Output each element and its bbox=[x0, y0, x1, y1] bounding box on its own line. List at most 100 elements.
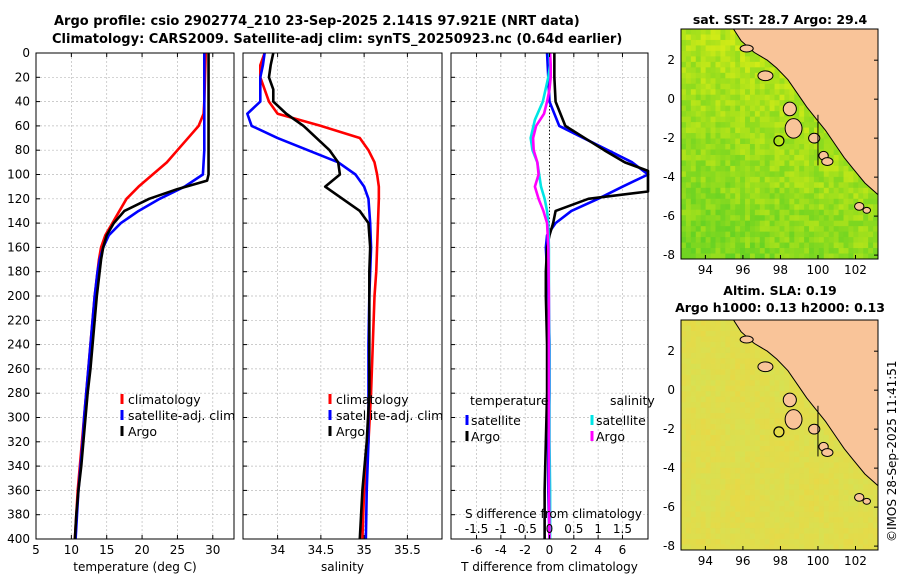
y-tick-label: 320 bbox=[7, 435, 30, 449]
legend-title: salinity bbox=[610, 393, 655, 408]
map-y-tick-label: -2 bbox=[663, 422, 675, 436]
series-argo bbox=[267, 52, 372, 540]
island bbox=[739, 44, 754, 53]
map-y-tick-label: 0 bbox=[667, 92, 675, 106]
map-x-tick-label: 94 bbox=[698, 263, 713, 277]
x-tick-label: 6 bbox=[619, 543, 627, 557]
y-tick-label: 120 bbox=[7, 192, 30, 206]
legend-label: climatology bbox=[128, 392, 201, 407]
x-tick-label: 35.5 bbox=[394, 543, 421, 557]
map-y-tick-label: -6 bbox=[663, 209, 675, 223]
island bbox=[757, 361, 774, 373]
y-tick-label: 100 bbox=[7, 168, 30, 182]
island bbox=[821, 448, 834, 457]
legend-title: temperature bbox=[470, 393, 549, 408]
x-tick-label: 30 bbox=[205, 543, 220, 557]
map-y-tick-label: -2 bbox=[663, 131, 675, 145]
title-line-2: Climatology: CARS2009. Satellite-adj cli… bbox=[52, 32, 623, 47]
y-tick-label: 60 bbox=[15, 119, 30, 133]
island bbox=[854, 201, 865, 211]
panel-difference: -6 -4 -2 0 2 4 6 T difference from climatology bbox=[450, 52, 650, 574]
x-tick-label: 15 bbox=[99, 543, 114, 557]
y-tick-label: 140 bbox=[7, 216, 30, 230]
x2-tick-label: -0.5 bbox=[513, 522, 536, 536]
map-x-tick-label: 102 bbox=[844, 263, 867, 277]
x2-tick-label: 1 bbox=[594, 522, 602, 536]
island bbox=[782, 392, 797, 408]
y-tick-label: 20 bbox=[15, 70, 30, 84]
y-tick-label: 340 bbox=[7, 459, 30, 473]
sst-map-title: sat. SST: 28.7 Argo: 29.4 bbox=[693, 12, 868, 27]
legend-label: Argo bbox=[471, 429, 500, 444]
island bbox=[782, 101, 797, 117]
map-x-tick-label: 100 bbox=[807, 263, 830, 277]
legend-label: Argo bbox=[336, 424, 365, 439]
sla-map-subtitle: Argo h1000: 0.13 h2000: 0.13 bbox=[675, 300, 885, 315]
map-x-tick-label: 98 bbox=[773, 554, 788, 568]
island bbox=[757, 70, 774, 82]
panel-salinity: 34 34.5 35 35.5 salinity bbox=[242, 52, 443, 574]
x-tick-label: 2 bbox=[570, 543, 578, 557]
y-tick-label: 400 bbox=[7, 532, 30, 546]
legend-label: satellite-adj. clim bbox=[336, 408, 443, 423]
x-tick-label: -2 bbox=[519, 543, 531, 557]
legend-label: satellite bbox=[596, 413, 646, 428]
map-y-tick-label: -6 bbox=[663, 500, 675, 514]
x-tick-label: 20 bbox=[134, 543, 149, 557]
x2-tick-label: -1.5 bbox=[465, 522, 488, 536]
map-y-tick-label: 2 bbox=[667, 53, 675, 67]
series-temperature-argo bbox=[543, 53, 650, 539]
land-sumatra bbox=[732, 320, 878, 487]
panel-temperature: 5 10 15 20 25 3002040608010012014016018020022… bbox=[7, 46, 235, 574]
x-tick-label: 25 bbox=[170, 543, 185, 557]
map-y-tick-label: 2 bbox=[667, 344, 675, 358]
x-tick-label: 34.5 bbox=[308, 543, 335, 557]
y-tick-label: 200 bbox=[7, 289, 30, 303]
y-tick-label: 300 bbox=[7, 411, 30, 425]
x-tick-label: 34 bbox=[270, 543, 285, 557]
map-x-tick-label: 94 bbox=[698, 554, 713, 568]
x2-tick-label: -1 bbox=[495, 522, 507, 536]
map-y-tick-label: -8 bbox=[663, 248, 675, 262]
island bbox=[862, 206, 871, 214]
imos-credit: ©IMOS 28-Sep-2025 11:41:51 bbox=[885, 360, 899, 542]
legend-difference: temperature salinitysatelliteArgosatellit… bbox=[465, 393, 656, 536]
x-tick-label: 0 bbox=[546, 543, 554, 557]
x-axis-label: salinity bbox=[321, 560, 364, 574]
legend-label: climatology bbox=[336, 392, 409, 407]
y-tick-label: 160 bbox=[7, 240, 30, 254]
y-tick-label: 240 bbox=[7, 338, 30, 352]
argo-float-marker bbox=[773, 135, 785, 147]
sla-map-title: Altim. SLA: 0.19 bbox=[723, 283, 836, 298]
x-axis-label: temperature (deg C) bbox=[73, 560, 196, 574]
island bbox=[854, 492, 865, 502]
map-y-tick-label: -4 bbox=[663, 170, 675, 184]
x2-tick-label: 0.5 bbox=[564, 522, 583, 536]
island bbox=[784, 118, 803, 139]
x-axis-label-2: S difference from climatology bbox=[465, 507, 642, 521]
island bbox=[739, 335, 754, 344]
legend-label: satellite-adj. clim bbox=[128, 408, 235, 423]
y-tick-label: 380 bbox=[7, 508, 30, 522]
x-tick-label: 5 bbox=[32, 543, 40, 557]
series-salinity-argo bbox=[531, 52, 553, 540]
island bbox=[784, 409, 803, 430]
map-frame bbox=[680, 319, 879, 551]
map-y-tick-label: -4 bbox=[663, 461, 675, 475]
map-x-tick-label: 102 bbox=[844, 554, 867, 568]
y-tick-label: 280 bbox=[7, 386, 30, 400]
y-tick-label: 0 bbox=[22, 46, 30, 60]
legend-label: satellite bbox=[471, 413, 521, 428]
map-frame bbox=[680, 28, 879, 260]
island bbox=[808, 132, 821, 144]
y-tick-label: 220 bbox=[7, 313, 30, 327]
land-sumatra bbox=[732, 29, 878, 196]
map-y-tick-label: -8 bbox=[663, 539, 675, 553]
legend-label: Argo bbox=[128, 424, 157, 439]
map-x-tick-label: 100 bbox=[807, 554, 830, 568]
map-sst_map: 94 96 98 100 102 -8 -6 -4 -2 0 2 sat. SST: 28.7 Arg… bbox=[663, 12, 879, 277]
x-axis-label: T difference from climatology bbox=[460, 560, 638, 574]
